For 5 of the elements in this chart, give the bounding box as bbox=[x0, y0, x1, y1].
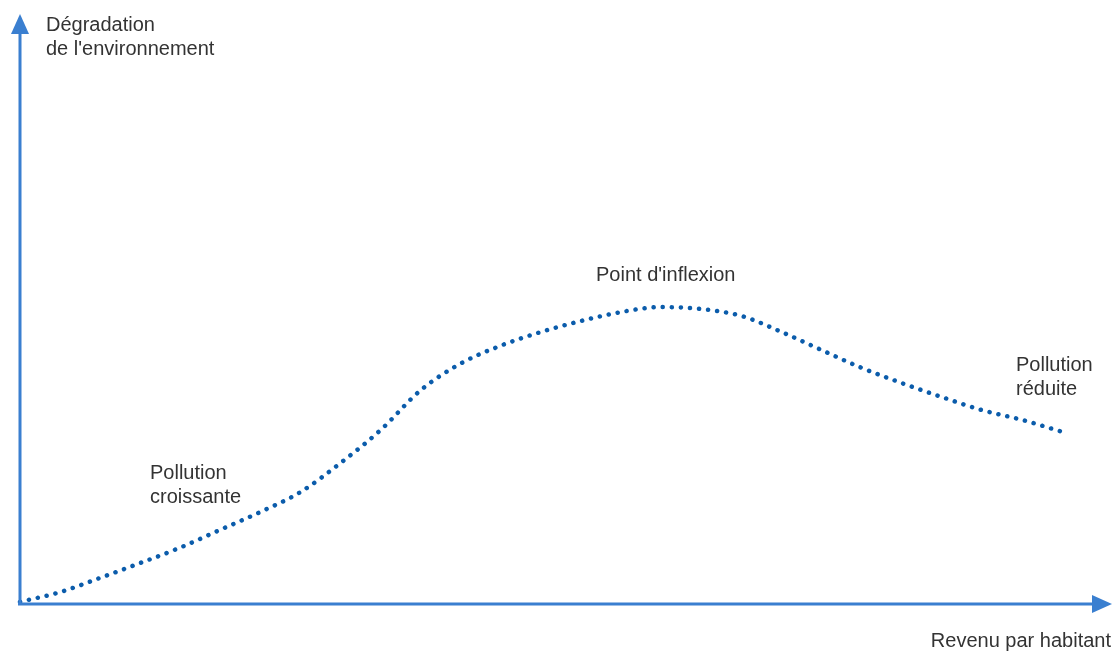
x-axis-title: Revenu par habitant bbox=[930, 628, 1111, 652]
annotation: Pollution croissante bbox=[150, 460, 242, 508]
text: Dégradation de l'environnement bbox=[46, 12, 215, 60]
text: Point d'inflexion bbox=[596, 262, 736, 286]
annotation: Pollution réduite bbox=[1016, 352, 1093, 400]
